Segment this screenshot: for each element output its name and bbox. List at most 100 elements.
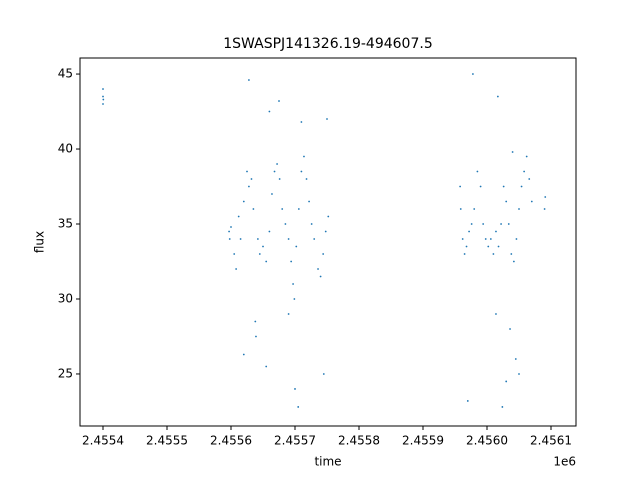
data-point — [246, 170, 248, 173]
chart-title: 1SWASPJ141326.19-494607.5 — [223, 36, 432, 52]
data-point — [273, 170, 276, 173]
data-point — [265, 365, 268, 368]
data-point — [239, 238, 242, 240]
data-point — [294, 388, 296, 390]
data-point — [518, 373, 520, 375]
x-tick-label: 2.4560 — [466, 434, 508, 448]
data-point — [235, 268, 238, 270]
data-point — [305, 178, 308, 180]
data-point — [102, 95, 104, 98]
data-point — [278, 178, 281, 180]
data-point — [518, 208, 520, 210]
data-point — [497, 245, 500, 248]
data-point — [242, 200, 245, 203]
data-point — [525, 155, 528, 158]
data-point — [317, 268, 319, 270]
data-point — [528, 178, 531, 180]
x-axis-label: time — [314, 455, 341, 469]
data-point — [544, 196, 547, 198]
plot-frame — [79, 57, 577, 427]
data-point — [248, 79, 250, 81]
data-point — [248, 185, 250, 188]
data-point — [252, 208, 255, 210]
data-point — [250, 178, 253, 180]
y-tick-label: 30 — [58, 291, 73, 305]
data-point — [228, 238, 231, 240]
data-point — [520, 185, 523, 188]
data-point — [308, 200, 310, 203]
data-point — [484, 238, 487, 240]
data-point — [102, 103, 104, 105]
data-point — [228, 230, 230, 233]
data-point — [502, 185, 505, 188]
data-point — [487, 245, 490, 248]
data-point — [300, 121, 303, 123]
data-point — [472, 73, 474, 75]
data-point — [265, 260, 268, 263]
data-point — [543, 208, 546, 210]
data-point — [102, 88, 104, 90]
data-point — [505, 200, 508, 203]
data-point — [509, 328, 511, 330]
data-point — [515, 238, 518, 240]
data-point — [297, 406, 300, 408]
data-point — [262, 245, 264, 248]
y-tick-label: 35 — [58, 217, 73, 231]
data-point — [233, 253, 236, 255]
data-point — [466, 400, 469, 402]
data-point — [459, 208, 462, 210]
data-point — [511, 151, 514, 153]
data-point — [271, 193, 273, 195]
data-point — [287, 238, 290, 240]
data-point — [495, 313, 497, 315]
y-tick-label: 40 — [58, 142, 73, 156]
data-point — [473, 208, 476, 210]
data-point — [510, 253, 513, 255]
data-point — [482, 223, 485, 225]
data-point — [324, 230, 327, 233]
data-point — [322, 373, 325, 375]
data-point — [237, 215, 240, 218]
data-point — [297, 208, 300, 210]
data-point — [295, 245, 298, 248]
data-point — [492, 253, 495, 255]
data-point — [322, 253, 325, 255]
data-point — [512, 260, 515, 263]
data-point — [500, 223, 502, 225]
y-axis-label: flux — [33, 231, 47, 253]
data-point — [470, 223, 473, 225]
data-point — [327, 215, 330, 218]
data-point — [313, 238, 316, 240]
x-tick-label: 2.4557 — [274, 434, 316, 448]
data-point — [326, 118, 328, 120]
data-point — [507, 223, 510, 225]
data-point — [258, 253, 261, 255]
x-tick-label: 2.4558 — [338, 434, 380, 448]
x-tick-label: 2.4556 — [210, 434, 252, 448]
data-point — [523, 170, 526, 173]
data-point — [292, 283, 294, 285]
data-point — [255, 335, 257, 338]
data-point — [278, 100, 280, 102]
x-offset-label: 1e6 — [553, 455, 576, 469]
data-point — [287, 313, 290, 315]
data-point — [281, 208, 284, 210]
data-point — [300, 170, 303, 173]
data-point — [230, 226, 232, 228]
x-tick-label: 2.4554 — [82, 434, 124, 448]
data-point — [459, 185, 462, 188]
data-point — [461, 238, 464, 240]
data-point — [476, 170, 479, 173]
data-point — [496, 95, 499, 98]
data-point — [530, 200, 533, 203]
data-point — [505, 380, 508, 383]
data-point — [310, 223, 313, 225]
data-point — [501, 406, 504, 408]
data-point — [276, 163, 278, 165]
data-point — [479, 185, 482, 188]
data-point — [463, 253, 466, 255]
data-point — [489, 238, 492, 240]
y-tick-label: 45 — [58, 67, 73, 81]
data-point — [242, 353, 245, 356]
